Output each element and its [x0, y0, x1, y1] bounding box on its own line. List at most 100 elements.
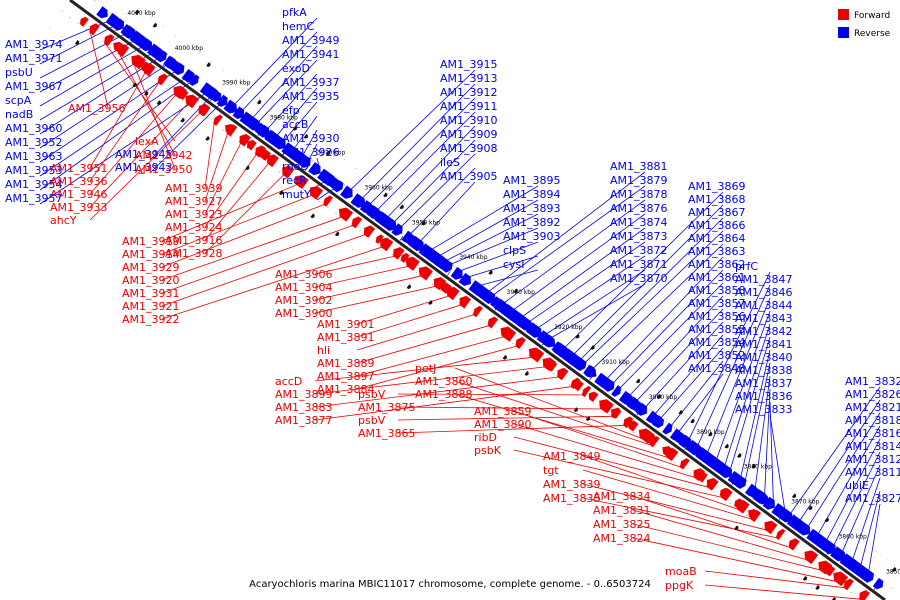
leader-line [573, 204, 724, 355]
gene-label-forward: ribD [474, 431, 497, 444]
leader-line [513, 213, 646, 310]
gene-label-reverse: AM1_3881 [610, 160, 668, 173]
gene-label-forward: AM1_3900 [275, 307, 333, 320]
gene-feature [736, 477, 747, 489]
leader-line [769, 414, 786, 509]
leader-line [397, 406, 602, 410]
gene-feature [74, 40, 80, 45]
leader-line [39, 76, 199, 191]
gene-label-forward: AM1_3914 [122, 248, 180, 261]
leader-line [697, 284, 771, 446]
gene-feature [762, 496, 775, 510]
leader-line [204, 142, 242, 215]
gene-label-forward: AM1_3950 [135, 163, 193, 176]
gene-feature [309, 185, 324, 200]
leader-line [350, 69, 476, 190]
gene-feature [815, 585, 820, 590]
gene-label-forward: AM1_3939 [165, 182, 223, 195]
gene-label-reverse: AM1_3926 [282, 146, 340, 159]
leader-line [585, 230, 724, 363]
gene-feature [363, 225, 376, 238]
leader-line [551, 283, 646, 338]
gene-label-reverse: AM1_3894 [503, 188, 561, 201]
gene-label-forward: AM1_3927 [165, 195, 223, 208]
gene-label-reverse: accB [282, 118, 308, 131]
forward-strand-genes [79, 16, 870, 600]
gene-label-forward: AM1_3923 [165, 208, 223, 221]
gene-label-forward: AM1_3919 [122, 235, 180, 248]
gene-feature [755, 491, 769, 505]
gene-feature [363, 202, 378, 217]
gene-feature [737, 453, 742, 458]
gene-label-forward: AM1_3831 [593, 504, 651, 517]
gene-feature [351, 194, 362, 206]
gene-feature [399, 204, 404, 210]
gene-feature [558, 346, 569, 359]
gene-label-forward: AM1_3899 [275, 388, 333, 401]
gene-feature [338, 207, 354, 222]
leader-line [314, 255, 395, 275]
gene-feature [470, 281, 482, 294]
gene-label-reverse: AM1_3846 [735, 286, 793, 299]
gene-feature [551, 341, 563, 354]
gene-feature [96, 6, 108, 19]
gene-feature [132, 82, 137, 88]
gene-label-reverse: AM1_3842 [735, 325, 793, 338]
legend: Forward Reverse [838, 9, 891, 39]
gene-feature [205, 136, 210, 141]
leader-line [161, 195, 312, 255]
gene-feature [391, 223, 403, 236]
gene-labels: AM1_3974AM1_3971psbUAM1_3967scpAnadBAM1_… [5, 6, 900, 592]
gene-label-reverse: AM1_3812 [845, 453, 900, 466]
gene-feature [575, 333, 580, 339]
gene-label-reverse: AM1_3872 [610, 244, 668, 257]
leader-line [314, 357, 532, 382]
tick-label: 3860 kbp [839, 533, 867, 540]
leader-line [314, 376, 559, 408]
leader-line [454, 367, 643, 439]
leader-line [538, 255, 646, 328]
leader-line [316, 157, 320, 167]
gene-feature [308, 162, 321, 176]
leader-line [522, 227, 646, 317]
leader-line [161, 225, 353, 294]
tick-label: 4000 kbp [175, 45, 203, 52]
gene-feature [340, 185, 353, 199]
gene-feature [139, 37, 153, 52]
leader-line [309, 143, 318, 160]
tick-mark [304, 166, 309, 171]
gene-label-forward: AM1_3906 [275, 268, 333, 281]
gene-label-forward: AM1_3824 [593, 532, 651, 545]
gene-feature [648, 435, 657, 445]
gene-label-reverse: AM1_3843 [735, 312, 793, 325]
gene-label-reverse: ubiE [845, 479, 869, 492]
gene-feature [724, 443, 729, 449]
gene-label-forward: AM1_3942 [135, 149, 193, 162]
leader-line [799, 399, 881, 521]
leader-line [362, 83, 476, 199]
gene-feature [379, 237, 394, 252]
leader-line [513, 410, 681, 468]
leader-line [133, 64, 176, 170]
leader-line [89, 82, 160, 182]
gene-label-reverse: AM1_3818 [845, 414, 900, 427]
leader-line [161, 184, 298, 242]
gene-feature [775, 528, 786, 540]
gene-label-reverse: AM1_3821 [845, 401, 900, 414]
leader-line [314, 265, 409, 288]
gene-label-reverse: AM1_3870 [610, 272, 668, 285]
gene-label-reverse: ileS [440, 156, 460, 169]
gene-label-reverse: AM1_3893 [503, 202, 561, 215]
tick-label: 3970 kbp [317, 150, 345, 157]
gene-feature [247, 139, 257, 151]
gene-feature [434, 255, 448, 269]
gene-feature [330, 178, 341, 190]
leader-line [764, 388, 771, 495]
gene-label-reverse: AM1_3858 [688, 284, 746, 297]
leader-line [401, 153, 476, 227]
gene-feature [573, 407, 578, 413]
leader-line [377, 111, 476, 210]
gene-feature [824, 517, 829, 523]
gene-feature [557, 367, 569, 381]
gene-feature [184, 71, 195, 83]
